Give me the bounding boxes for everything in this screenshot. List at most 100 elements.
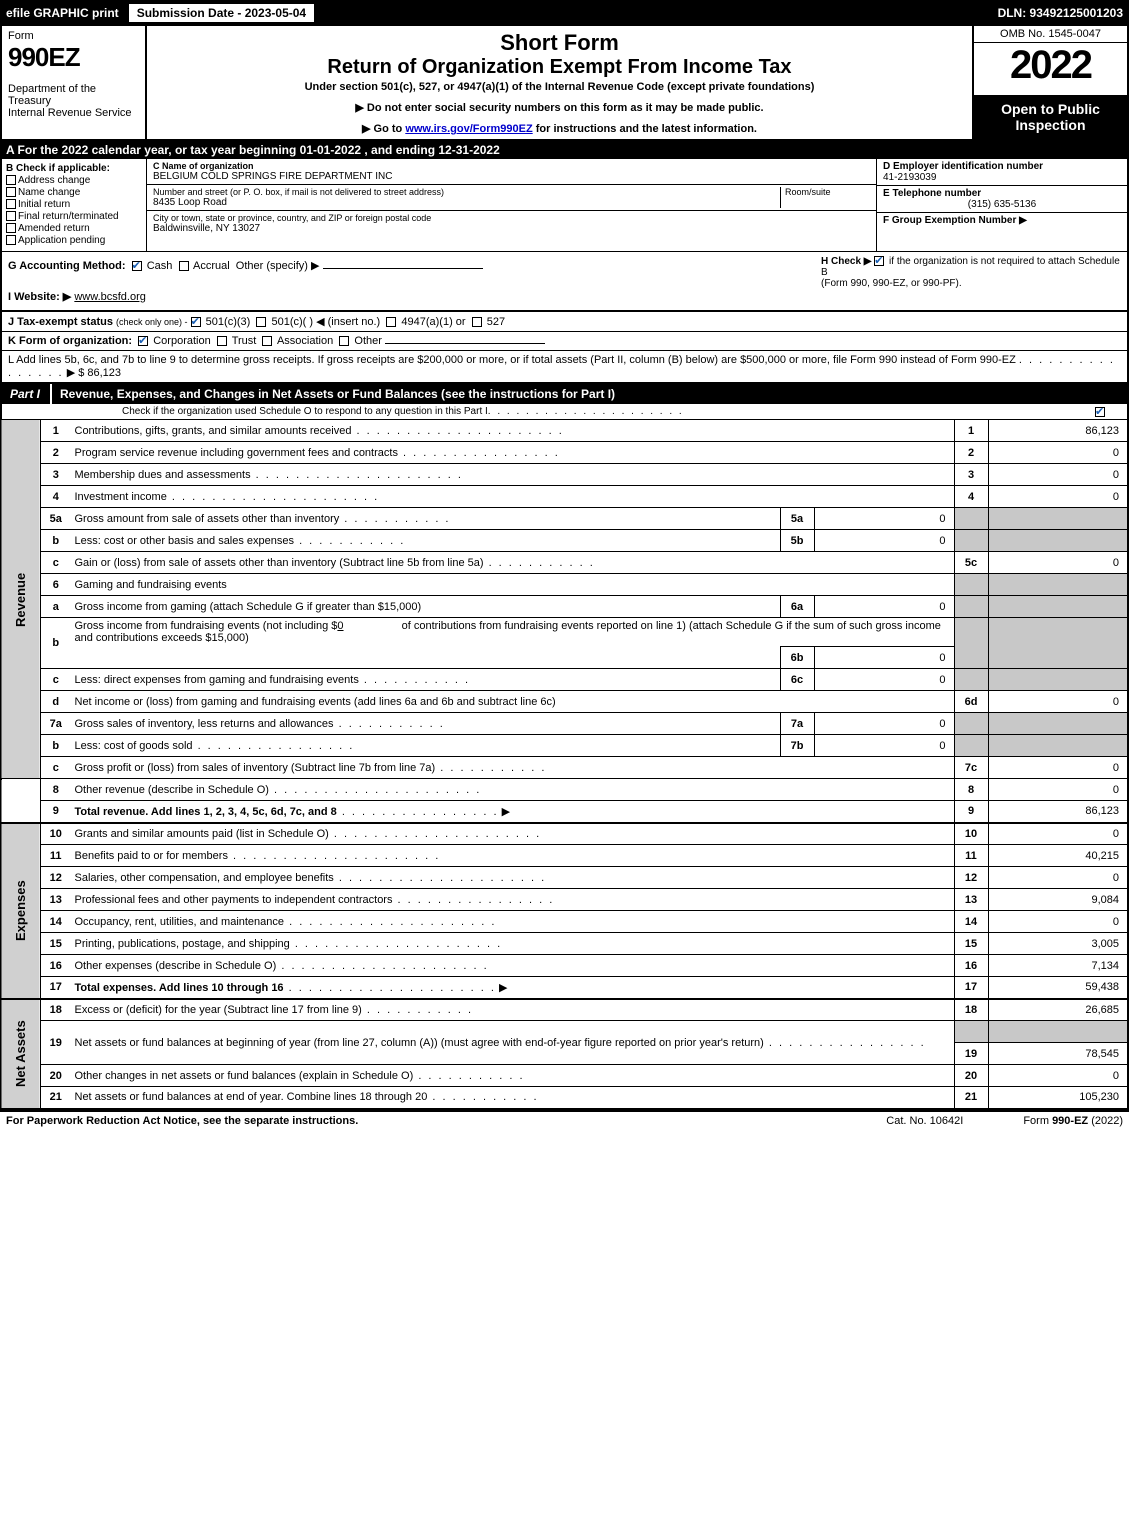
form-number: 990EZ <box>8 42 139 73</box>
table-row: 13 Professional fees and other payments … <box>1 889 1128 911</box>
chk-schedule-o[interactable] <box>1095 407 1105 417</box>
table-row: 9 Total revenue. Add lines 1, 2, 3, 4, 5… <box>1 801 1128 823</box>
form-header: Form 990EZ Department of the Treasury In… <box>0 26 1129 141</box>
gross-receipts-line: L Add lines 5b, 6c, and 7b to line 9 to … <box>2 350 1127 382</box>
section-b: B Check if applicable: Address change Na… <box>2 159 147 251</box>
table-row: c Less: direct expenses from gaming and … <box>1 669 1128 691</box>
table-row: 19 Net assets or fund balances at beginn… <box>1 1021 1128 1043</box>
chk-trust[interactable] <box>217 336 227 346</box>
header-left: Form 990EZ Department of the Treasury In… <box>2 26 147 139</box>
section-h: H Check ▶ if the organization is not req… <box>821 256 1121 306</box>
paperwork-notice: For Paperwork Reduction Act Notice, see … <box>6 1115 358 1127</box>
website-line: I Website: ▶ www.bcsfd.org <box>8 290 821 303</box>
part-1-title: Revenue, Expenses, and Changes in Net As… <box>52 384 1129 404</box>
chk-4947[interactable] <box>386 317 396 327</box>
line-rnum: 1 <box>954 420 988 442</box>
section-jkl: J Tax-exempt status (check only one) - 5… <box>0 312 1129 384</box>
ein-value: 41-2193039 <box>883 172 936 183</box>
table-row: 16 Other expenses (describe in Schedule … <box>1 955 1128 977</box>
table-row: 3 Membership dues and assessments 3 0 <box>1 464 1128 486</box>
cat-no: Cat. No. 10642I <box>886 1115 963 1127</box>
table-row: b Less: cost or other basis and sales ex… <box>1 530 1128 552</box>
top-bar: efile GRAPHIC print Submission Date - 20… <box>0 0 1129 26</box>
tax-exempt-status-line: J Tax-exempt status (check only one) - 5… <box>2 312 1127 331</box>
group-exemption-cell: F Group Exemption Number ▶ <box>877 213 1127 228</box>
part-1-header: Part I Revenue, Expenses, and Changes in… <box>0 384 1129 404</box>
table-row: 7a Gross sales of inventory, less return… <box>1 713 1128 735</box>
table-row: 12 Salaries, other compensation, and emp… <box>1 867 1128 889</box>
goto-prefix: ▶ Go to <box>362 123 405 135</box>
website-value[interactable]: www.bcsfd.org <box>74 291 146 303</box>
submission-date: Submission Date - 2023-05-04 <box>127 2 316 24</box>
part-1-note: Check if the organization used Schedule … <box>0 404 1129 419</box>
chk-amended-return[interactable]: Amended return <box>6 223 142 234</box>
section-cdef: C Name of organization BELGIUM COLD SPRI… <box>147 159 1127 251</box>
chk-527[interactable] <box>472 317 482 327</box>
under-section-text: Under section 501(c), 527, or 4947(a)(1)… <box>155 81 964 93</box>
dln-label: DLN: 93492125001203 <box>998 6 1123 20</box>
header-right: OMB No. 1545-0047 2022 Open to Public In… <box>972 26 1127 139</box>
city-state-zip: Baldwinsville, NY 13027 <box>153 223 870 234</box>
expenses-vlabel: Expenses <box>1 823 41 999</box>
chk-application-pending[interactable]: Application pending <box>6 235 142 246</box>
form-ref: Form 990-EZ (2022) <box>1023 1115 1123 1127</box>
table-row: 4 Investment income 4 0 <box>1 486 1128 508</box>
table-row: d Net income or (loss) from gaming and f… <box>1 691 1128 713</box>
chk-schedule-b[interactable] <box>874 256 884 266</box>
return-title: Return of Organization Exempt From Incom… <box>155 56 964 79</box>
city-cell: City or town, state or province, country… <box>147 211 876 236</box>
table-row: 21 Net assets or fund balances at end of… <box>1 1087 1128 1109</box>
form-label: Form <box>8 30 139 42</box>
part-1-table: Revenue 1 Contributions, gifts, grants, … <box>0 419 1129 1110</box>
table-row: b Gross income from fundraising events (… <box>1 618 1128 647</box>
chk-corporation[interactable] <box>138 336 148 346</box>
line-value: 86,123 <box>988 420 1128 442</box>
table-row: Expenses 10 Grants and similar amounts p… <box>1 823 1128 845</box>
department-label: Department of the Treasury Internal Reve… <box>8 83 139 119</box>
goto-suffix: for instructions and the latest informat… <box>533 123 757 135</box>
room-suite-label: Room/suite <box>785 187 870 197</box>
tax-year: 2022 <box>974 43 1127 87</box>
ein-cell: D Employer identification number 41-2193… <box>877 159 1127 186</box>
chk-association[interactable] <box>262 336 272 346</box>
street-address: 8435 Loop Road <box>153 197 780 208</box>
gross-receipts-amount: ▶ $ 86,123 <box>67 367 121 379</box>
table-row: 11 Benefits paid to or for members 11 40… <box>1 845 1128 867</box>
chk-other-org[interactable] <box>339 336 349 346</box>
chk-cash[interactable] <box>132 261 142 271</box>
omb-number: OMB No. 1545-0047 <box>974 26 1127 43</box>
table-row: c Gross profit or (loss) from sales of i… <box>1 757 1128 779</box>
table-row: 6 Gaming and fundraising events <box>1 574 1128 596</box>
table-row: 17 Total expenses. Add lines 10 through … <box>1 977 1128 999</box>
chk-501c[interactable] <box>256 317 266 327</box>
irs-link[interactable]: www.irs.gov/Form990EZ <box>405 123 532 135</box>
line-desc: Contributions, gifts, grants, and simila… <box>75 425 352 437</box>
chk-address-change[interactable]: Address change <box>6 175 142 186</box>
table-row: 8 Other revenue (describe in Schedule O)… <box>1 779 1128 801</box>
entity-info-block: B Check if applicable: Address change Na… <box>0 159 1129 251</box>
section-ghi: G Accounting Method: Cash Accrual Other … <box>0 251 1129 312</box>
table-row: Net Assets 18 Excess or (deficit) for th… <box>1 999 1128 1021</box>
page-footer: For Paperwork Reduction Act Notice, see … <box>0 1110 1129 1130</box>
phone-cell: E Telephone number (315) 635-5136 <box>877 186 1127 213</box>
table-row: b Less: cost of goods sold 7b 0 <box>1 735 1128 757</box>
org-name: BELGIUM COLD SPRINGS FIRE DEPARTMENT INC <box>153 171 870 182</box>
header-center: Short Form Return of Organization Exempt… <box>147 26 972 139</box>
street-cell: Number and street (or P. O. box, if mail… <box>147 185 876 211</box>
table-row: 20 Other changes in net assets or fund b… <box>1 1065 1128 1087</box>
chk-501c3[interactable] <box>191 317 201 327</box>
table-row: 5a Gross amount from sale of assets othe… <box>1 508 1128 530</box>
goto-link-line: ▶ Go to www.irs.gov/Form990EZ for instru… <box>155 122 964 135</box>
section-c: C Name of organization BELGIUM COLD SPRI… <box>147 159 877 251</box>
table-row: a Gross income from gaming (attach Sched… <box>1 596 1128 618</box>
revenue-vlabel: Revenue <box>1 420 41 779</box>
form-of-org-line: K Form of organization: Corporation Trus… <box>2 331 1127 350</box>
org-name-cell: C Name of organization BELGIUM COLD SPRI… <box>147 159 876 185</box>
chk-name-change[interactable]: Name change <box>6 187 142 198</box>
table-row: Revenue 1 Contributions, gifts, grants, … <box>1 420 1128 442</box>
chk-final-return[interactable]: Final return/terminated <box>6 211 142 222</box>
phone-value: (315) 635-5136 <box>883 199 1121 210</box>
chk-initial-return[interactable]: Initial return <box>6 199 142 210</box>
efile-label[interactable]: efile GRAPHIC print <box>6 6 119 20</box>
chk-accrual[interactable] <box>179 261 189 271</box>
